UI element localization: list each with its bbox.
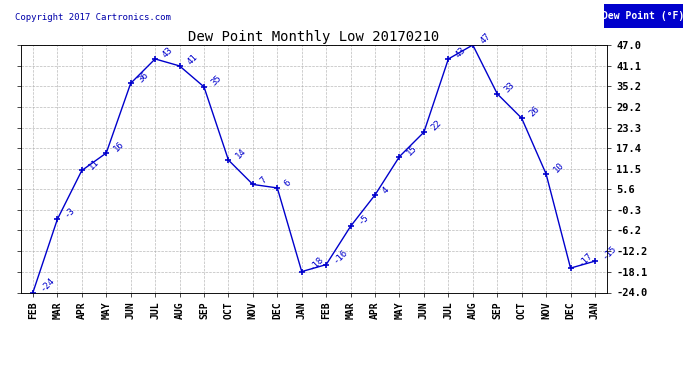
Text: -18: -18	[307, 254, 325, 272]
Text: -3: -3	[63, 206, 77, 220]
Text: -16: -16	[332, 248, 350, 265]
Text: Copyright 2017 Cartronics.com: Copyright 2017 Cartronics.com	[15, 13, 170, 22]
Text: Dew Point (°F): Dew Point (°F)	[602, 11, 684, 21]
Text: 11: 11	[88, 157, 101, 171]
Text: 41: 41	[185, 53, 199, 66]
Text: 22: 22	[429, 119, 444, 133]
Text: 47: 47	[478, 32, 492, 46]
Text: 15: 15	[405, 143, 419, 157]
Text: 43: 43	[454, 46, 468, 60]
Text: 16: 16	[112, 140, 126, 154]
Text: 26: 26	[527, 105, 541, 119]
Text: 36: 36	[136, 70, 150, 84]
Text: 6: 6	[283, 178, 293, 189]
Text: -5: -5	[356, 213, 370, 227]
Text: 33: 33	[503, 81, 517, 94]
Text: 4: 4	[381, 185, 391, 195]
Text: 43: 43	[161, 46, 175, 60]
Text: -17: -17	[576, 251, 594, 269]
Text: -24: -24	[39, 275, 57, 293]
Text: 35: 35	[210, 74, 224, 87]
Text: 7: 7	[259, 175, 268, 185]
Title: Dew Point Monthly Low 20170210: Dew Point Monthly Low 20170210	[188, 30, 440, 44]
Text: -15: -15	[600, 244, 618, 262]
Text: 14: 14	[234, 147, 248, 160]
Text: 10: 10	[552, 160, 566, 175]
